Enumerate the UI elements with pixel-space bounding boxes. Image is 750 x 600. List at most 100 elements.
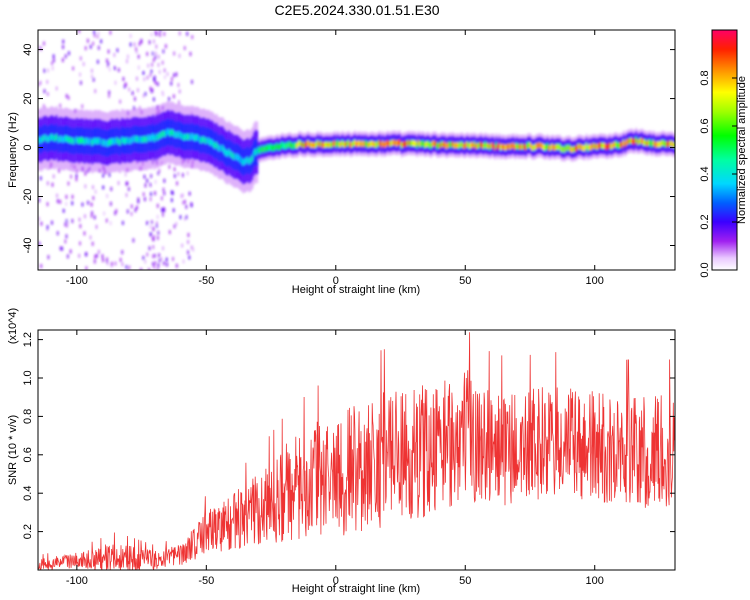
heat-cell (77, 137, 80, 144)
heat-cell (521, 143, 524, 150)
y-tick-label: 40 (22, 43, 34, 55)
heat-cell (79, 56, 82, 61)
heat-cell (535, 143, 538, 149)
heat-cell (135, 49, 138, 54)
heat-cell (237, 154, 240, 161)
heat-cell (167, 128, 170, 135)
heat-cell (106, 257, 109, 262)
heat-cell (238, 156, 242, 163)
heat-cell (454, 142, 458, 149)
heat-cell (270, 143, 273, 150)
heat-cell (464, 143, 467, 150)
heat-cell (128, 138, 131, 144)
heat-cell (178, 31, 181, 36)
heat-cell (91, 185, 94, 190)
heat-cell (256, 149, 259, 156)
heat-cell (523, 143, 526, 150)
heat-cell (554, 144, 557, 151)
heat-cell (405, 140, 408, 147)
heat-cell (91, 241, 94, 246)
heat-cell (144, 259, 147, 264)
heat-cell (162, 187, 165, 192)
heat-cell (307, 140, 310, 147)
heat-cell (265, 145, 268, 152)
heat-cell (563, 146, 566, 153)
heat-cell (385, 141, 388, 148)
colorbar (711, 29, 738, 271)
heat-cell (116, 137, 119, 144)
heat-cell (228, 148, 231, 155)
heat-cell (156, 266, 159, 270)
heat-cell (56, 231, 59, 236)
heat-cell (154, 51, 157, 56)
heat-cell (170, 198, 173, 203)
y-tick-label: 0 (22, 144, 34, 150)
heat-cell (621, 142, 624, 149)
heat-cell (495, 142, 498, 149)
heat-cell (107, 49, 110, 54)
heat-cell (197, 134, 200, 141)
heat-cell (39, 80, 42, 85)
heat-cell (46, 225, 49, 230)
heat-cell (642, 139, 646, 146)
heat-cell (594, 143, 597, 150)
heat-cell (134, 136, 138, 142)
heat-cell (188, 191, 191, 196)
heat-cell (46, 68, 49, 73)
heat-cell (178, 131, 181, 137)
heat-cell (66, 136, 69, 143)
heat-cell (510, 143, 514, 149)
heat-cell (80, 137, 83, 144)
heat-cell (577, 143, 580, 150)
heat-cell (257, 147, 260, 154)
heat-cell (246, 156, 249, 163)
heat-cell (106, 261, 109, 266)
heat-cell (161, 131, 164, 138)
heat-cell (151, 133, 155, 140)
heat-cell (129, 33, 132, 38)
heat-cell (51, 66, 54, 71)
heat-cell (86, 38, 89, 43)
heat-cell (493, 144, 496, 151)
heat-cell (106, 140, 110, 147)
heat-cell (428, 141, 431, 148)
heat-cell (339, 141, 343, 148)
heat-cell (183, 199, 186, 204)
heat-cell (636, 139, 639, 145)
snr-frame (37, 329, 676, 571)
heat-cell (139, 136, 142, 143)
heat-cell (130, 204, 133, 209)
heat-cell (189, 51, 192, 56)
heat-cell (95, 224, 98, 229)
heat-cell (276, 143, 279, 149)
x-tick-label: 0 (333, 275, 339, 287)
heat-cell (158, 31, 161, 36)
heat-cell (666, 141, 669, 148)
heat-cell (69, 137, 72, 144)
heat-cell (102, 258, 105, 263)
heat-cell (143, 197, 146, 202)
heat-cell (344, 141, 347, 148)
heat-cell (173, 131, 176, 138)
heat-cell (102, 139, 105, 146)
heat-cell (360, 141, 363, 148)
heat-cell (149, 232, 152, 237)
heat-cell (639, 138, 643, 144)
heat-cell (119, 257, 122, 262)
heat-cell (150, 89, 153, 94)
x-tick-label: -100 (66, 575, 88, 587)
heat-cell (338, 141, 341, 148)
heat-cell (107, 62, 110, 67)
heat-cell (200, 137, 203, 144)
heat-cell (137, 136, 141, 143)
heat-cell (605, 144, 608, 151)
heat-cell (69, 249, 72, 254)
heat-cell (81, 104, 84, 109)
y-tick-label: 0.2 (22, 524, 34, 539)
heat-cell (92, 138, 96, 145)
heat-cell (316, 140, 319, 146)
heat-cell (349, 142, 352, 148)
heat-cell (150, 135, 153, 142)
heat-cell (296, 142, 299, 149)
